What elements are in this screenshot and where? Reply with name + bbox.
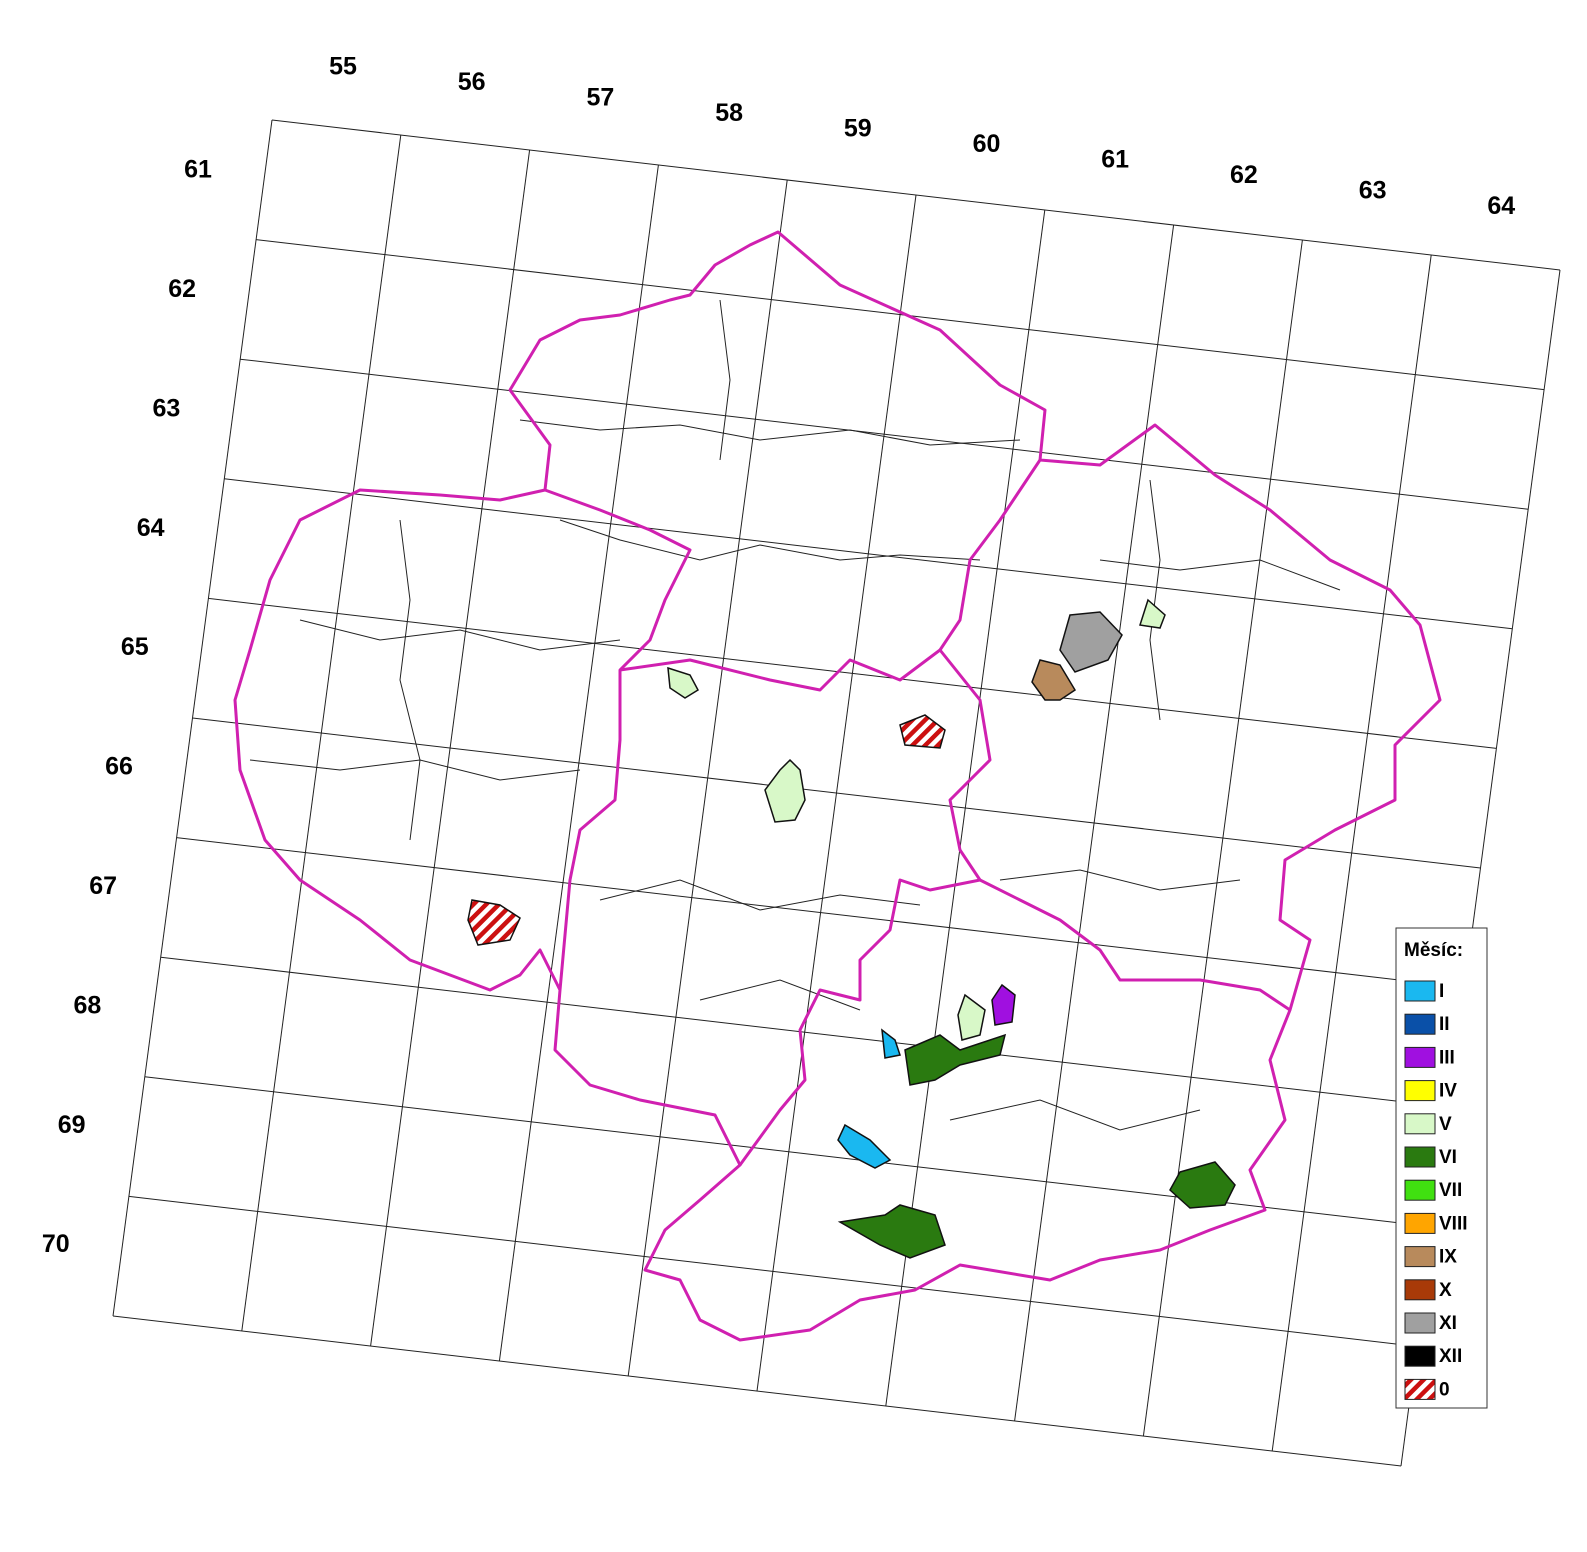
column-label: 56 (458, 68, 486, 96)
row-label: 70 (42, 1230, 70, 1258)
grid-line (112, 1315, 1402, 1467)
column-label: 62 (1230, 161, 1258, 189)
grid (112, 119, 1561, 1467)
grid-line (256, 239, 1545, 391)
legend-label: V (1439, 1114, 1452, 1135)
row-label: 62 (168, 275, 196, 303)
column-label: 60 (973, 130, 1001, 158)
grid-line (208, 597, 1497, 749)
districts (249, 299, 1341, 1131)
row-label: 66 (105, 753, 133, 781)
legend-label: I (1439, 981, 1444, 1002)
legend-swatch (1404, 1246, 1436, 1268)
column-label: 64 (1487, 192, 1515, 220)
legend-label: VIII (1439, 1213, 1468, 1234)
row-label: 61 (184, 156, 212, 184)
column-label: 58 (715, 99, 743, 127)
legend-label: II (1439, 1014, 1450, 1035)
grid-line (176, 837, 1465, 989)
row-label: 67 (89, 872, 117, 900)
grid-line (240, 358, 1529, 510)
grid-labels: 55 56 57 58 59 60 61 62 63 64 61 62 63 64 65 66 67 68 69 70 (42, 53, 1515, 1259)
legend-swatch (1404, 1179, 1436, 1201)
legend-swatch (1404, 1046, 1436, 1068)
legend-label: III (1439, 1047, 1455, 1068)
legend-title: Měsíc: (1404, 940, 1463, 961)
row-label: 69 (58, 1111, 86, 1139)
row-label: 64 (137, 514, 165, 542)
grid-line (224, 478, 1513, 630)
legend-swatch (1404, 1212, 1436, 1234)
legend-swatch (1404, 980, 1436, 1002)
row-label: 65 (121, 633, 149, 661)
grid-line (160, 956, 1449, 1108)
row-label: 68 (73, 991, 101, 1019)
grid-line (192, 717, 1481, 869)
legend-swatch (1404, 1378, 1436, 1400)
legend-swatch (1404, 1013, 1436, 1035)
legend-label: XII (1439, 1346, 1462, 1367)
legend-label: X (1439, 1280, 1452, 1301)
column-label: 55 (329, 53, 357, 81)
column-label: 61 (1101, 146, 1129, 174)
column-label: 57 (586, 84, 614, 112)
records (467, 598, 1236, 1259)
legend-swatch (1404, 1113, 1436, 1135)
legend-label: VII (1439, 1180, 1462, 1201)
legend-label: IX (1439, 1247, 1457, 1268)
legend-swatch (1404, 1146, 1436, 1168)
column-label: 59 (844, 115, 872, 143)
legend-label: VI (1439, 1147, 1457, 1168)
legend-swatch (1404, 1345, 1436, 1367)
legend-label: IV (1439, 1081, 1457, 1102)
region-borders (233, 230, 1442, 1342)
row-label: 63 (152, 394, 180, 422)
grid-line (271, 119, 1561, 271)
legend-label: 0 (1439, 1379, 1450, 1400)
legend-swatch (1404, 1279, 1436, 1301)
legend-swatch (1404, 1312, 1436, 1334)
grid-line (128, 1195, 1417, 1347)
legend-label: XI (1439, 1313, 1457, 1334)
legend-swatch (1404, 1080, 1436, 1102)
column-label: 63 (1359, 177, 1387, 205)
